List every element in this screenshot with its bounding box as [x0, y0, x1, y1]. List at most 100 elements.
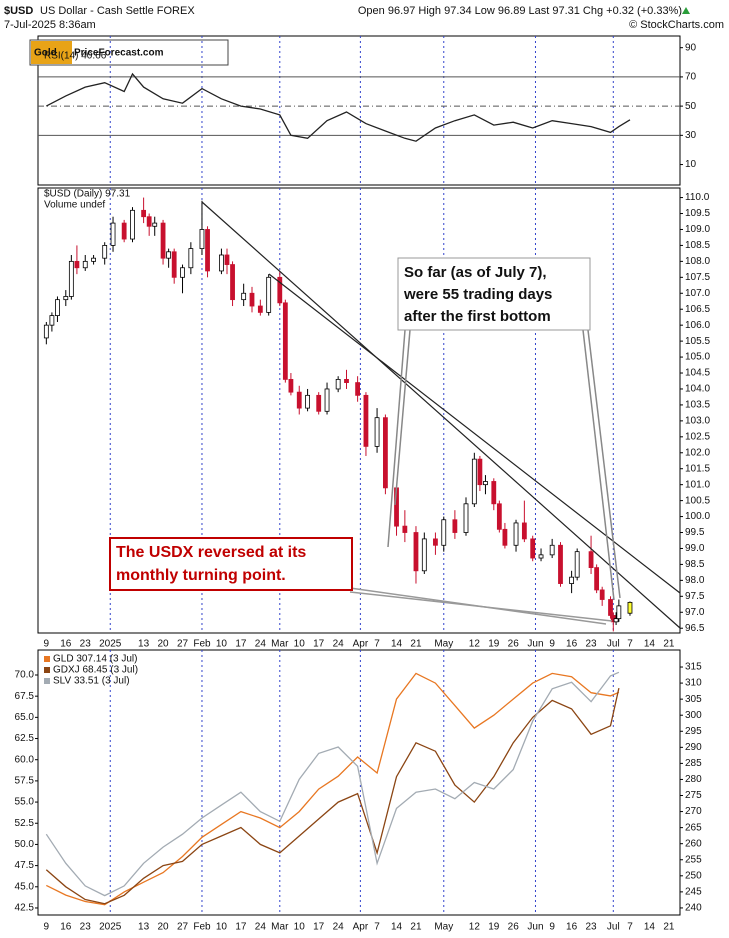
- candle-body: [55, 299, 60, 316]
- y-tick-label: 104.0: [685, 384, 710, 395]
- rsi-panel: [37, 35, 681, 186]
- x-tick-label: 17: [313, 639, 325, 650]
- candle-body: [335, 378, 341, 390]
- candle-body: [102, 245, 108, 259]
- x-tick-label: 13: [138, 639, 150, 650]
- candle-body: [433, 538, 438, 546]
- x-tick-label: 7: [374, 639, 380, 650]
- y-tick-label: 255: [685, 854, 702, 865]
- candle-body: [616, 605, 622, 620]
- candle-body: [266, 276, 272, 313]
- legend-swatch: [44, 678, 50, 684]
- x-tick-label: 14: [391, 639, 403, 650]
- x-tick-label: 14: [391, 922, 403, 933]
- y-tick-label: 101.5: [685, 463, 710, 474]
- y-tick-label: 109.5: [685, 208, 710, 219]
- x-tick-label: 14: [644, 922, 656, 933]
- x-tick-label: 21: [410, 639, 422, 650]
- lower-panel: [37, 649, 681, 916]
- y-tick-label: 10: [685, 159, 697, 170]
- y-tick-label: 245: [685, 887, 702, 898]
- y-tick-label: 50: [685, 101, 697, 112]
- candle-body: [344, 378, 349, 383]
- y-tick-label: 65.0: [15, 712, 35, 723]
- x-tick-label: 16: [566, 922, 578, 933]
- series-line: [45, 72, 631, 142]
- y-tick-label: 290: [685, 742, 702, 753]
- x-tick-label: 23: [586, 639, 598, 650]
- y-tick-label: 45.0: [15, 881, 35, 892]
- candle-body: [402, 525, 408, 533]
- y-tick-label: 270: [685, 806, 702, 817]
- x-tick-label: 17: [235, 639, 247, 650]
- x-tick-label: 21: [410, 922, 422, 933]
- x-tick-label: Jun: [527, 922, 543, 933]
- x-tick-label: 12: [469, 639, 481, 650]
- callout-text: were 55 trading days: [403, 286, 552, 303]
- y-tick-label: 55.0: [15, 797, 35, 808]
- x-tick-label: 2025: [99, 922, 122, 933]
- x-tick-label: Mar: [271, 639, 289, 650]
- y-tick-label: 300: [685, 710, 702, 721]
- x-tick-label: 16: [60, 639, 72, 650]
- candle-body: [152, 222, 158, 227]
- candle-body: [491, 481, 497, 505]
- candle-body: [588, 551, 594, 569]
- candle-body: [413, 532, 419, 572]
- source: © StockCharts.com: [629, 19, 724, 31]
- candle-body: [608, 599, 613, 616]
- candle-body: [224, 254, 230, 265]
- x-tick-label: 9: [44, 922, 50, 933]
- x-tick-label: 2025: [99, 639, 122, 650]
- candle-body: [49, 315, 55, 326]
- candle-body: [74, 260, 80, 269]
- y-tick-label: 107.5: [685, 272, 710, 283]
- y-tick-label: 108.5: [685, 240, 710, 251]
- candle-body: [627, 601, 633, 614]
- x-tick-label: 9: [44, 639, 50, 650]
- x-tick-label: Apr: [353, 922, 369, 933]
- y-tick-label: 67.5: [15, 691, 35, 702]
- y-tick-label: 109.0: [685, 224, 710, 235]
- candle-body: [160, 222, 166, 259]
- candle-body: [549, 544, 555, 556]
- candle-body: [483, 481, 488, 486]
- y-tick-label: 280: [685, 774, 702, 785]
- y-tick-label: 106.0: [685, 320, 710, 331]
- trend-line: [201, 201, 681, 629]
- candle-body: [558, 544, 563, 584]
- candle-body: [130, 209, 135, 240]
- callout-line: [387, 329, 406, 548]
- candle-body: [63, 296, 69, 301]
- candle-body: [180, 267, 185, 278]
- callout-line: [394, 329, 411, 506]
- candle-body: [219, 254, 224, 272]
- y-tick-label: 103.5: [685, 400, 710, 411]
- candle-body: [121, 222, 127, 240]
- x-tick-label: 17: [235, 922, 247, 933]
- y-tick-label: 97.0: [685, 607, 705, 618]
- datetime: 7-Jul-2025 8:36am: [4, 19, 96, 31]
- y-tick-label: 285: [685, 758, 702, 769]
- candle-body: [230, 264, 235, 301]
- y-tick-label: 107.0: [685, 288, 710, 299]
- candle-body: [471, 458, 477, 505]
- logo-gold: Gold: [34, 48, 57, 59]
- y-tick-label: 100.5: [685, 495, 710, 506]
- x-tick-label: 24: [333, 922, 345, 933]
- y-tick-label: 47.5: [15, 860, 35, 871]
- reversal-text: The USDX reversed at its: [116, 544, 306, 561]
- quote: Open 96.97 High 97.34 Low 96.89 Last 97.…: [358, 5, 682, 17]
- y-tick-label: 90: [685, 42, 697, 53]
- y-tick-label: 70: [685, 72, 697, 83]
- x-tick-label: 10: [294, 639, 306, 650]
- y-tick-label: 260: [685, 838, 702, 849]
- candle-body: [599, 589, 605, 600]
- y-tick-label: 250: [685, 870, 702, 881]
- y-tick-label: 98.0: [685, 575, 705, 586]
- candle-body: [282, 302, 288, 380]
- x-tick-label: 10: [216, 639, 228, 650]
- x-tick-label: 12: [469, 922, 481, 933]
- candle-body: [441, 519, 447, 546]
- candle-body: [355, 382, 361, 396]
